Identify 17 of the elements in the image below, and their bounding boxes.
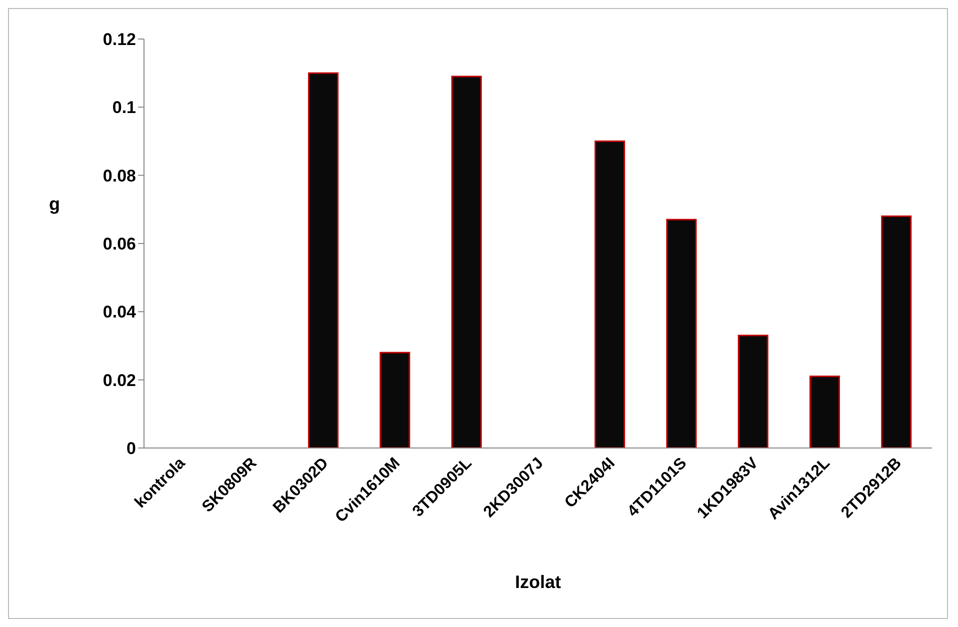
bar (380, 352, 410, 448)
y-tick-label: 0.1 (112, 98, 136, 118)
bar (666, 218, 697, 448)
bar (809, 376, 840, 448)
x-axis-title: Izolat (514, 572, 562, 592)
bar (594, 140, 626, 448)
y-axis-title: g (49, 194, 60, 214)
y-tick-label: 0.08 (102, 166, 136, 186)
bar (308, 72, 339, 448)
y-tick-label: 0.04 (102, 302, 137, 322)
bar (738, 334, 768, 448)
bar (451, 76, 482, 448)
y-tick-label: 0.12 (102, 30, 136, 50)
bar (881, 215, 912, 448)
y-tick-label: 0.02 (102, 370, 136, 390)
y-tick-label: 0.06 (102, 234, 136, 254)
y-tick-label: 0 (126, 439, 136, 458)
